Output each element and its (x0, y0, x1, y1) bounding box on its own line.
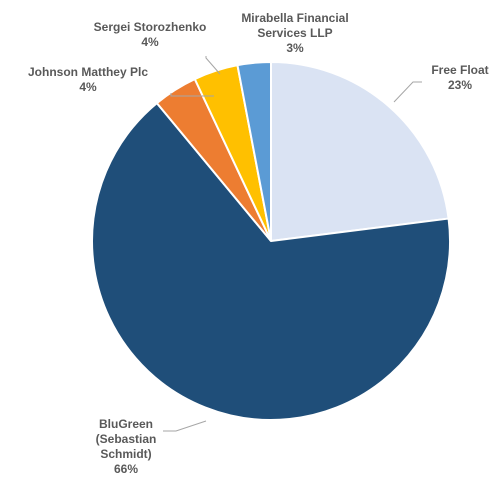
leader-line-0 (393, 81, 422, 103)
slice-percent-2: 4% (79, 80, 97, 94)
leader-lines (163, 56, 422, 432)
slice-label-3: Sergei Storozhenko 4% (94, 20, 207, 49)
pie-slice-1 (91, 101, 451, 421)
pie-slice-0 (270, 60, 450, 243)
slice-name-line-1: (Sebastian (96, 432, 157, 446)
leader-line-2 (170, 93, 214, 97)
slice-percent-4: 3% (286, 41, 304, 55)
pie-slice-4 (236, 60, 272, 242)
slice-label-1: BluGreen (Sebastian Schmidt) 66% (96, 417, 157, 476)
slice-name-line-3: Sergei Storozhenko (94, 20, 207, 34)
slice-name-line-4: Mirabella Financial (241, 11, 348, 25)
slice-percent-0: 23% (448, 78, 472, 92)
slice-labels: Free Float 23% BluGreen (Sebastian Schmidt) 6… (28, 11, 489, 476)
slice-label-0: Free Float 23% (431, 63, 488, 92)
leader-line-1 (163, 420, 207, 432)
slice-name-line-1: Schmidt) (100, 447, 151, 461)
slice-name-line-4: Services LLP (257, 26, 332, 40)
slice-label-2: Johnson Matthey Plc 4% (28, 65, 148, 94)
slice-name-line-1: BluGreen (99, 417, 153, 431)
slice-label-4: Mirabella Financial Services LLP 3% (241, 11, 348, 55)
pie-slices (91, 60, 451, 421)
slice-percent-1: 66% (114, 462, 138, 476)
leader-line-3 (205, 56, 221, 75)
slice-name-line-0: Free Float (431, 63, 488, 77)
slice-percent-3: 4% (141, 35, 159, 49)
slice-name-line-2: Johnson Matthey Plc (28, 65, 148, 79)
